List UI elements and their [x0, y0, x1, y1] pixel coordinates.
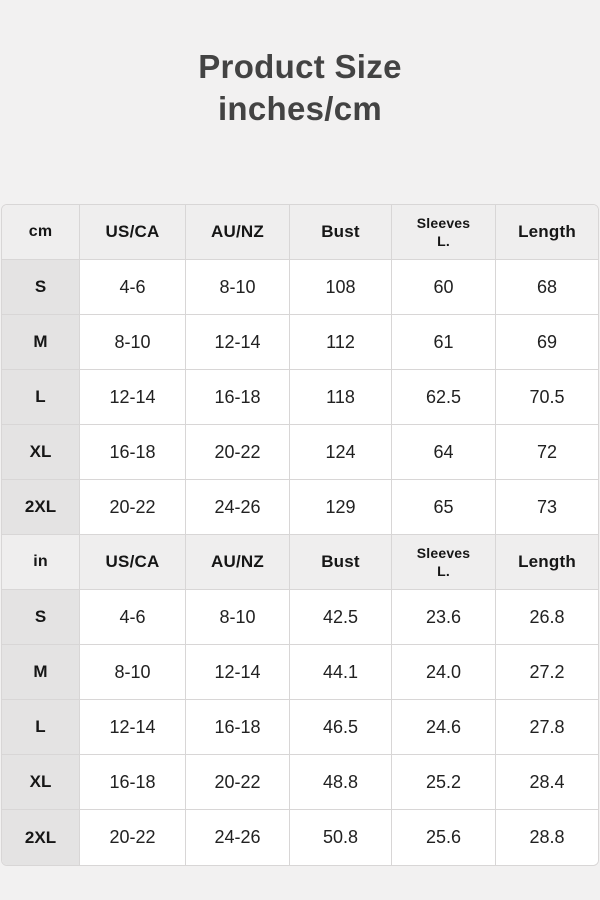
page: Product Size inches/cm cm US/CA AU/NZ Bu… [0, 46, 600, 900]
value-cell: 61 [392, 315, 496, 371]
table-row-cm-2xl: 2XL 20-22 24-26 129 65 73 [2, 480, 598, 536]
value-cell: 8-10 [186, 590, 290, 646]
value-cell: 65 [392, 480, 496, 536]
value-cell: 16-18 [186, 370, 290, 426]
column-header-us-ca: US/CA [80, 205, 186, 261]
size-cell: 2XL [2, 480, 80, 536]
value-cell: 25.6 [392, 810, 496, 866]
column-header-sleeves-label: Sleeves L. [416, 215, 471, 250]
column-header-length: Length [496, 535, 598, 591]
value-cell: 62.5 [392, 370, 496, 426]
column-header-length: Length [496, 205, 598, 261]
value-cell: 46.5 [290, 700, 392, 756]
value-cell: 20-22 [80, 810, 186, 866]
value-cell: 8-10 [186, 260, 290, 316]
table-row-in-xl: XL 16-18 20-22 48.8 25.2 28.4 [2, 755, 598, 811]
value-cell: 4-6 [80, 590, 186, 646]
value-cell: 20-22 [186, 425, 290, 481]
unit-header-cm: cm [2, 205, 80, 261]
value-cell: 28.4 [496, 755, 598, 811]
page-title: Product Size inches/cm [0, 46, 600, 130]
size-cell: L [2, 370, 80, 426]
value-cell: 24.6 [392, 700, 496, 756]
size-chart-table: cm US/CA AU/NZ Bust Sleeves L. Length S … [1, 204, 599, 867]
size-cell: M [2, 645, 80, 701]
page-title-line2: inches/cm [217, 90, 383, 128]
table-row-cm-m: M 8-10 12-14 112 61 69 [2, 315, 598, 371]
value-cell: 129 [290, 480, 392, 536]
value-cell: 26.8 [496, 590, 598, 646]
value-cell: 70.5 [496, 370, 598, 426]
value-cell: 48.8 [290, 755, 392, 811]
value-cell: 16-18 [80, 755, 186, 811]
value-cell: 27.8 [496, 700, 598, 756]
value-cell: 12-14 [80, 370, 186, 426]
size-cell: L [2, 700, 80, 756]
table-row-in-2xl: 2XL 20-22 24-26 50.8 25.6 28.8 [2, 810, 598, 866]
value-cell: 20-22 [186, 755, 290, 811]
value-cell: 44.1 [290, 645, 392, 701]
value-cell: 16-18 [80, 425, 186, 481]
value-cell: 72 [496, 425, 598, 481]
value-cell: 108 [290, 260, 392, 316]
table-row-cm-l: L 12-14 16-18 118 62.5 70.5 [2, 370, 598, 426]
table-row-in-s: S 4-6 8-10 42.5 23.6 26.8 [2, 590, 598, 646]
size-cell: M [2, 315, 80, 371]
header-row-in: in US/CA AU/NZ Bust Sleeves L. Length [2, 535, 598, 591]
value-cell: 12-14 [80, 700, 186, 756]
column-header-au-nz: AU/NZ [186, 535, 290, 591]
table-row-in-m: M 8-10 12-14 44.1 24.0 27.2 [2, 645, 598, 701]
size-cell: S [2, 590, 80, 646]
column-header-sleeves-length: Sleeves L. [392, 205, 496, 261]
value-cell: 42.5 [290, 590, 392, 646]
value-cell: 25.2 [392, 755, 496, 811]
column-header-bust: Bust [290, 205, 392, 261]
value-cell: 118 [290, 370, 392, 426]
column-header-us-ca: US/CA [80, 535, 186, 591]
value-cell: 64 [392, 425, 496, 481]
value-cell: 12-14 [186, 315, 290, 371]
value-cell: 60 [392, 260, 496, 316]
column-header-sleeves-label: Sleeves L. [416, 545, 471, 580]
value-cell: 24.0 [392, 645, 496, 701]
value-cell: 8-10 [80, 645, 186, 701]
table-row-cm-s: S 4-6 8-10 108 60 68 [2, 260, 598, 316]
value-cell: 23.6 [392, 590, 496, 646]
column-header-sleeves-length: Sleeves L. [392, 535, 496, 591]
column-header-au-nz: AU/NZ [186, 205, 290, 261]
value-cell: 4-6 [80, 260, 186, 316]
value-cell: 69 [496, 315, 598, 371]
value-cell: 50.8 [290, 810, 392, 866]
value-cell: 24-26 [186, 810, 290, 866]
value-cell: 12-14 [186, 645, 290, 701]
value-cell: 20-22 [80, 480, 186, 536]
header-row-cm: cm US/CA AU/NZ Bust Sleeves L. Length [2, 205, 598, 261]
value-cell: 24-26 [186, 480, 290, 536]
size-cell: 2XL [2, 810, 80, 866]
size-cell: S [2, 260, 80, 316]
size-cell: XL [2, 755, 80, 811]
value-cell: 28.8 [496, 810, 598, 866]
value-cell: 68 [496, 260, 598, 316]
value-cell: 16-18 [186, 700, 290, 756]
table-row-in-l: L 12-14 16-18 46.5 24.6 27.8 [2, 700, 598, 756]
size-cell: XL [2, 425, 80, 481]
column-header-bust: Bust [290, 535, 392, 591]
value-cell: 124 [290, 425, 392, 481]
page-title-line1: Product Size [198, 48, 402, 85]
value-cell: 112 [290, 315, 392, 371]
table-row-cm-xl: XL 16-18 20-22 124 64 72 [2, 425, 598, 481]
unit-header-in: in [2, 535, 80, 591]
value-cell: 8-10 [80, 315, 186, 371]
value-cell: 73 [496, 480, 598, 536]
value-cell: 27.2 [496, 645, 598, 701]
